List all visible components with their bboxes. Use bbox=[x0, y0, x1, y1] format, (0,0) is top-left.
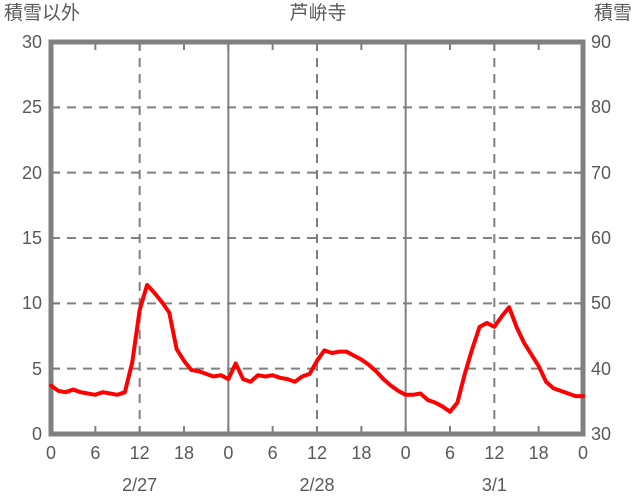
y-axis-left-tick-label: 30 bbox=[21, 32, 42, 52]
y-axis-right-tick-label: 70 bbox=[591, 162, 612, 183]
left-axis-title: 積雪以外 bbox=[4, 3, 81, 24]
y-axis-left-tick-label: 25 bbox=[21, 97, 42, 118]
y-axis-right-tick-label: 80 bbox=[591, 97, 612, 118]
x-axis-tick-label: 0 bbox=[45, 443, 56, 463]
y-axis-right-tick-label: 50 bbox=[591, 293, 612, 314]
x-axis-tick-label: 6 bbox=[267, 443, 278, 463]
y-axis-left-tick-label: 0 bbox=[31, 424, 42, 444]
x-axis-day-label: 2/27 bbox=[122, 475, 158, 495]
series-line-snow-other bbox=[49, 283, 585, 414]
x-axis-tick-label: 0 bbox=[223, 443, 234, 463]
y-axis-left-tick-label: 20 bbox=[21, 162, 42, 183]
y-axis-left-tick-label: 15 bbox=[21, 228, 42, 248]
axis-frame bbox=[48, 39, 586, 437]
x-axis-day-label: 2/28 bbox=[299, 475, 335, 495]
chart-title: 芦峅寺 bbox=[289, 3, 347, 24]
y-axis-right-tick-label: 90 bbox=[591, 32, 612, 52]
x-axis-tick-label: 12 bbox=[129, 443, 150, 463]
right-axis-title: 積雪 bbox=[593, 3, 632, 24]
y-axis-right-tick-label: 40 bbox=[591, 358, 612, 379]
x-axis-day-label: 3/1 bbox=[481, 475, 507, 495]
x-axis-tick-label: 12 bbox=[484, 443, 505, 463]
x-axis-tick-label: 6 bbox=[444, 443, 455, 463]
series-lines bbox=[49, 283, 585, 414]
y-axis-right-tick-label: 60 bbox=[591, 228, 612, 248]
y-axis-left-tick-label: 5 bbox=[31, 358, 42, 379]
x-axis-tick-label: 18 bbox=[528, 443, 549, 463]
x-axis-tick-label: 12 bbox=[306, 443, 328, 463]
x-axis-tick-label: 0 bbox=[577, 443, 588, 463]
x-axis-tick-label: 6 bbox=[90, 443, 101, 463]
x-axis-tick-label: 18 bbox=[351, 443, 372, 463]
y-axis-left-tick-label: 10 bbox=[21, 293, 42, 314]
x-axis-tick-label: 18 bbox=[173, 443, 195, 463]
y-axis-right-tick-label: 30 bbox=[591, 424, 612, 444]
x-axis-tick-label: 0 bbox=[400, 443, 411, 463]
